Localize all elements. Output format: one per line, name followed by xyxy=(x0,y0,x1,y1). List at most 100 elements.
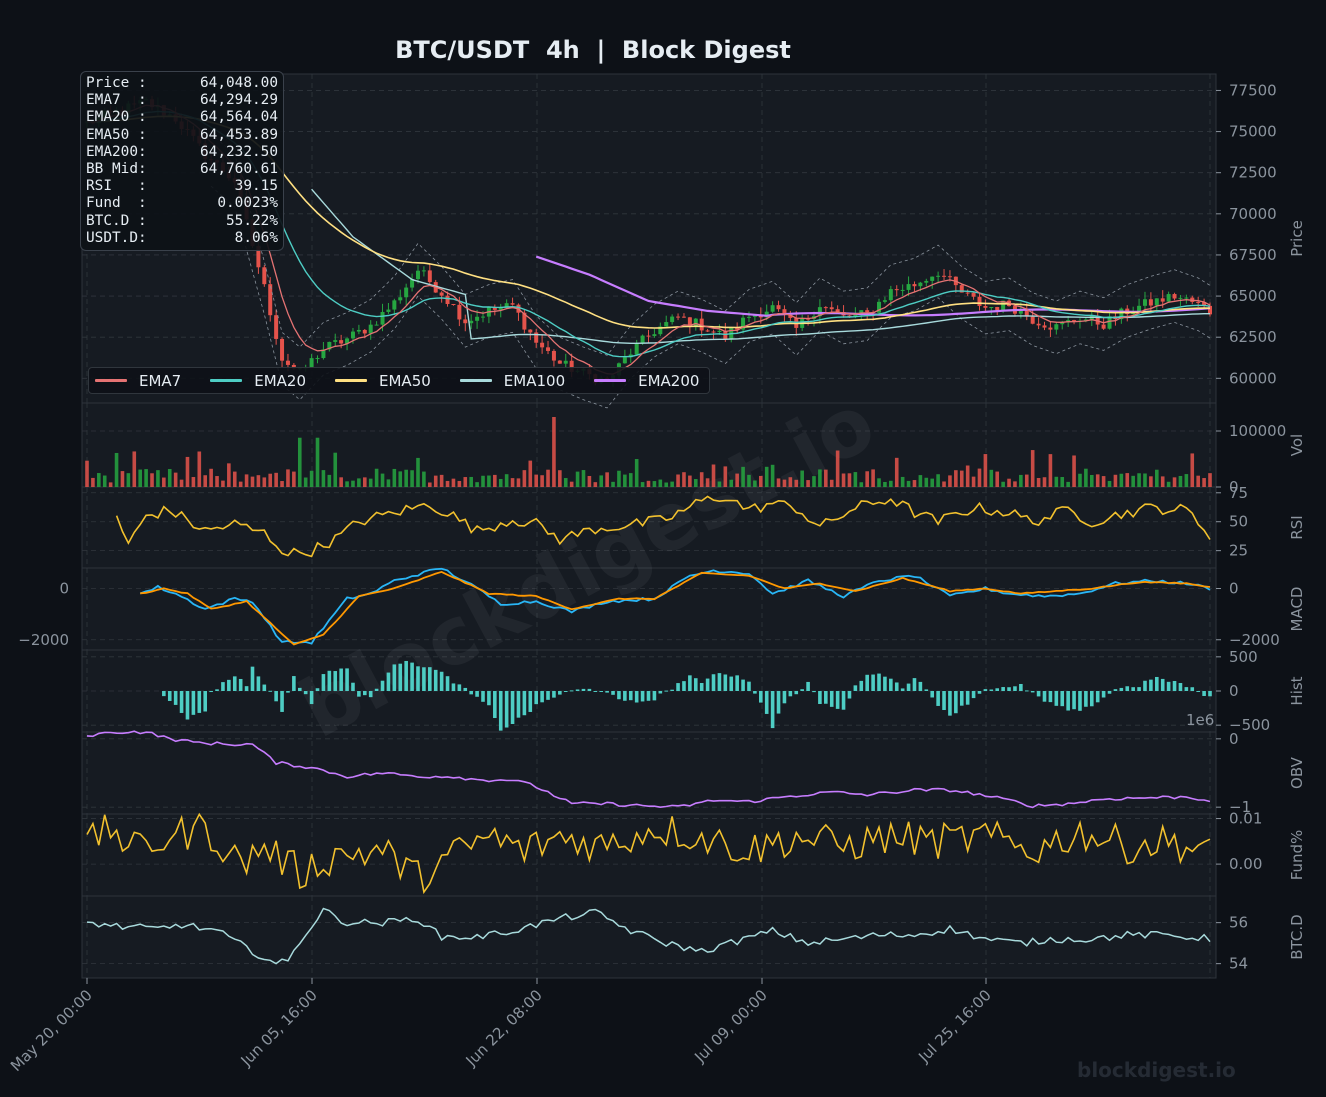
candle-body xyxy=(386,309,391,312)
candle-body xyxy=(1160,298,1165,302)
y-tick-label: 500 xyxy=(1229,648,1258,666)
volume-bar xyxy=(392,468,397,487)
volume-bar xyxy=(286,469,290,487)
hist-bar xyxy=(546,691,550,700)
volume-bar xyxy=(398,471,403,487)
y-axis-label: Price xyxy=(1288,220,1306,257)
volume-bar xyxy=(569,481,574,487)
volume-bar xyxy=(227,463,231,487)
candle-body xyxy=(274,315,279,339)
volume-bar xyxy=(173,472,178,487)
volume-bar xyxy=(634,459,639,487)
candle-body xyxy=(1148,299,1153,306)
hist-bar xyxy=(1131,687,1135,691)
candle-body xyxy=(415,270,420,280)
legend-item-ema100: EMA100 xyxy=(459,372,565,390)
readout-label: EMA50 : xyxy=(86,126,147,143)
ema100-line xyxy=(311,188,1210,344)
volume-bar xyxy=(1089,474,1094,487)
candle-body xyxy=(1178,297,1183,299)
volume-bar xyxy=(587,475,592,487)
volume-bar xyxy=(1137,473,1141,487)
volume-bar xyxy=(646,480,651,487)
candle-body xyxy=(634,343,639,355)
hist-bar xyxy=(286,691,290,693)
candle-body xyxy=(823,307,828,309)
volume-bar xyxy=(315,437,320,487)
hist-bar xyxy=(782,691,787,704)
hist-bar xyxy=(1208,691,1212,697)
candle-body xyxy=(528,329,533,333)
hist-bar xyxy=(274,691,278,702)
readout-row: USDT.D: 8.06% xyxy=(86,230,278,247)
candle-body xyxy=(1208,305,1212,315)
macd-signal-line xyxy=(140,570,1211,646)
volume-bar xyxy=(824,469,828,487)
panel-btcd xyxy=(81,895,1217,979)
candle-body xyxy=(457,304,462,320)
y-axis-label: OBV xyxy=(1288,756,1306,789)
candle-body xyxy=(546,347,551,351)
hist-bar xyxy=(954,691,958,714)
hist-bar xyxy=(841,691,846,710)
volume-bar xyxy=(374,468,379,487)
volume-bar xyxy=(1125,473,1130,487)
volume-bar xyxy=(705,478,710,487)
volume-bar xyxy=(1060,477,1065,487)
hist-bar xyxy=(1166,681,1171,691)
volume-bar xyxy=(841,473,846,487)
candle-body xyxy=(1202,302,1207,306)
candle-body xyxy=(853,314,858,317)
hist-bar xyxy=(493,691,497,719)
x-tick-label: Jun 05, 16:00 xyxy=(237,986,321,1070)
volume-bar xyxy=(534,474,538,487)
readout-label: BB Mid: xyxy=(86,161,147,178)
hist-bar xyxy=(1078,691,1082,711)
y-axis-label: RSI xyxy=(1288,515,1306,539)
candle-body xyxy=(404,287,409,298)
candle-body xyxy=(711,331,716,333)
hist-bar xyxy=(977,691,982,694)
hist-bar xyxy=(906,683,911,691)
candle-body xyxy=(309,358,314,368)
candle-body xyxy=(327,341,332,350)
volume-bar xyxy=(1190,453,1195,487)
candle-body xyxy=(817,307,822,317)
hist-bar xyxy=(309,691,314,705)
hist-bar xyxy=(575,689,580,691)
readout-row: EMA50 : 64,453.89 xyxy=(86,127,278,144)
candle-body xyxy=(782,309,787,315)
hist-bar xyxy=(723,674,728,691)
hist-bar xyxy=(889,678,893,691)
hist-bar xyxy=(824,691,828,704)
hist-bar xyxy=(475,691,479,697)
obv-exponent: 1e6 xyxy=(1186,711,1214,729)
hist-bar xyxy=(859,680,864,691)
candle-body xyxy=(504,303,509,308)
volume-bar xyxy=(759,475,763,487)
readout-value: 8.06% xyxy=(234,229,278,246)
hist-bar xyxy=(1019,683,1023,691)
candle-body xyxy=(498,307,503,310)
volume-bar xyxy=(197,451,202,487)
hist-bar xyxy=(339,668,343,691)
y-tick-label: 54 xyxy=(1229,955,1248,973)
volume-bar xyxy=(428,482,432,487)
volume-bar xyxy=(1054,476,1059,487)
volume-bar xyxy=(303,477,308,487)
hist-bar xyxy=(1054,691,1059,706)
hist-bar xyxy=(593,691,598,692)
hist-bar xyxy=(871,674,875,691)
volume-bar xyxy=(1119,473,1124,487)
hist-bar xyxy=(634,691,639,703)
volume-bar xyxy=(912,480,917,487)
volume-bar xyxy=(504,474,509,487)
candle-body xyxy=(534,332,539,343)
hist-bar xyxy=(540,691,544,703)
volume-bar xyxy=(238,481,243,487)
volume-bar xyxy=(362,477,367,487)
readout-value: 39.15 xyxy=(234,178,278,195)
hist-bar xyxy=(516,691,521,718)
candle-body xyxy=(989,307,994,309)
hist-bar xyxy=(971,691,976,699)
